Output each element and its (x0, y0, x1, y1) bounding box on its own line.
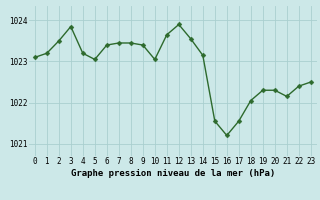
X-axis label: Graphe pression niveau de la mer (hPa): Graphe pression niveau de la mer (hPa) (71, 169, 275, 178)
